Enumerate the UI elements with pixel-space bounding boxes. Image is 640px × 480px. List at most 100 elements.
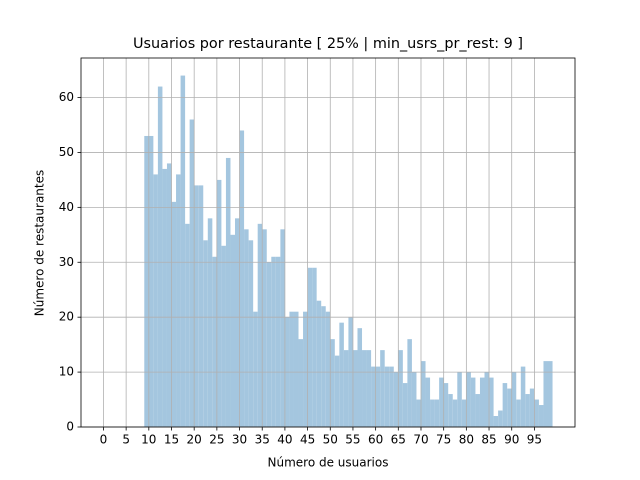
- bar: [470, 377, 476, 427]
- y-tick-label: 40: [59, 200, 74, 214]
- bar: [452, 399, 458, 427]
- bar: [416, 399, 421, 427]
- x-tick-label: 25: [209, 433, 224, 447]
- bar: [389, 366, 394, 427]
- x-tick-label: 0: [100, 433, 108, 447]
- bar: [253, 311, 258, 427]
- bar: [489, 377, 494, 427]
- x-tick-label: 20: [187, 433, 202, 447]
- bar: [185, 223, 190, 427]
- bar: [538, 405, 544, 427]
- bar: [380, 350, 385, 427]
- bar: [529, 388, 535, 427]
- bar: [293, 311, 299, 427]
- bar: [479, 377, 485, 427]
- bar: [221, 245, 226, 427]
- bar: [420, 361, 426, 427]
- plot-frame: [80, 57, 576, 428]
- x-tick-label: 90: [504, 433, 519, 447]
- chart-title: Usuarios por restaurante [ 25% | min_usr…: [133, 36, 523, 52]
- bar: [339, 322, 344, 427]
- bar: [266, 262, 272, 427]
- bar: [216, 179, 222, 427]
- bar: [466, 372, 471, 427]
- bar: [402, 383, 408, 427]
- x-tick-label: 85: [481, 433, 496, 447]
- y-tick-label: 60: [59, 90, 74, 104]
- bar: [375, 366, 381, 427]
- bar: [448, 394, 453, 427]
- y-tick-label: 0: [66, 420, 74, 434]
- bar: [325, 311, 331, 427]
- bar: [303, 311, 308, 427]
- bar: [330, 339, 335, 427]
- bar: [384, 366, 390, 427]
- bar: [166, 163, 172, 427]
- bar: [371, 366, 376, 427]
- bar: [425, 377, 431, 427]
- bar: [275, 256, 281, 427]
- bar: [203, 240, 208, 427]
- bar: [516, 399, 521, 427]
- bar: [244, 229, 249, 427]
- x-tick-label: 15: [164, 433, 179, 447]
- bar: [502, 383, 508, 427]
- bar: [511, 372, 517, 427]
- bar: [144, 135, 149, 428]
- x-tick-label: 65: [391, 433, 406, 447]
- y-axis-label: Número de restaurantes: [33, 170, 47, 317]
- bar: [225, 157, 231, 427]
- bar: [298, 339, 304, 427]
- x-tick-label: 40: [277, 433, 292, 447]
- y-tick-label: 20: [59, 310, 74, 324]
- bar: [162, 168, 167, 427]
- bar: [153, 174, 158, 427]
- y-tick-label: 10: [59, 365, 74, 379]
- x-tick-label: 80: [459, 433, 474, 447]
- bar: [434, 399, 440, 427]
- bar: [312, 267, 317, 427]
- bar: [457, 372, 462, 427]
- x-tick-label: 5: [122, 433, 130, 447]
- bar: [461, 399, 467, 427]
- bar: [443, 383, 449, 427]
- bar: [198, 185, 204, 427]
- bar: [475, 394, 480, 427]
- bar: [289, 311, 294, 427]
- bar: [366, 350, 372, 427]
- bar: [525, 394, 530, 427]
- bar: [439, 377, 444, 427]
- x-tick-label: 50: [323, 433, 338, 447]
- bar: [321, 306, 326, 427]
- x-tick-label: 75: [436, 433, 451, 447]
- bar: [407, 339, 412, 427]
- bar: [280, 229, 285, 427]
- x-tick-label: 60: [368, 433, 383, 447]
- bar: [212, 256, 217, 427]
- bar: [352, 350, 358, 427]
- bar: [493, 416, 499, 427]
- y-tick-label: 50: [59, 145, 74, 159]
- bar: [239, 130, 245, 427]
- bar: [248, 240, 254, 427]
- bar: [307, 267, 313, 427]
- bar: [271, 256, 276, 427]
- x-tick-label: 45: [300, 433, 315, 447]
- x-tick-label: 55: [345, 433, 360, 447]
- bar: [520, 366, 526, 427]
- x-tick-label: 70: [413, 433, 428, 447]
- bar: [257, 223, 263, 427]
- x-tick-label: 10: [141, 433, 156, 447]
- bar: [507, 388, 512, 427]
- bar: [430, 399, 435, 427]
- bar: [262, 229, 267, 427]
- bar: [334, 355, 340, 427]
- bar: [548, 361, 553, 427]
- bar: [194, 185, 199, 427]
- x-tick-label: 30: [232, 433, 247, 447]
- bar: [171, 201, 177, 427]
- bar: [357, 328, 363, 427]
- y-tick-label: 30: [59, 255, 74, 269]
- bar: [157, 86, 163, 427]
